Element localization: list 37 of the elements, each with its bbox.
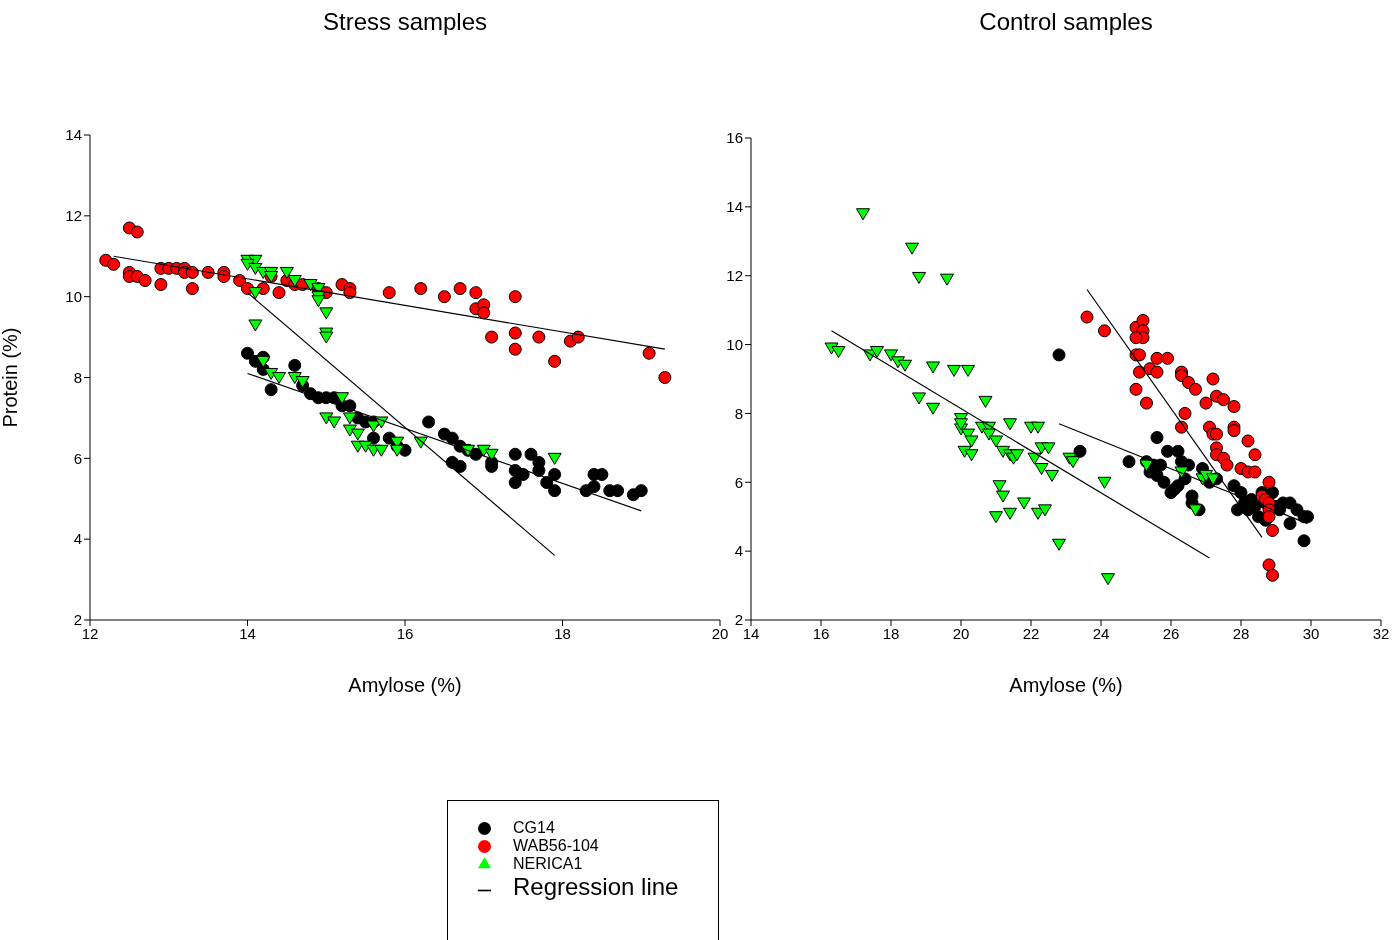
x-tick-label: 32: [1372, 624, 1390, 642]
chart-title: Stress samples: [321, 8, 489, 36]
y-tick-label: 10: [65, 287, 82, 305]
x-tick-label: 18: [882, 624, 900, 642]
y-tick-label: 6: [734, 473, 743, 491]
y-tick-label: 16: [726, 129, 743, 147]
y-tick-label: 8: [73, 368, 82, 386]
y-tick-label: 2: [734, 611, 743, 629]
x-tick-label: 22: [1022, 624, 1040, 642]
y-tick-label: 12: [65, 207, 82, 225]
y-axis-title: Protein (%): [0, 327, 22, 428]
x-tick-label: 16: [812, 624, 830, 642]
y-tick-label: 4: [73, 530, 82, 548]
y-tick-label: 8: [734, 404, 743, 422]
x-tick-label: 14: [239, 624, 256, 642]
y-tick-label: 10: [726, 335, 743, 353]
x-tick-label: 20: [711, 624, 729, 642]
legend-label: NERICA1: [513, 855, 583, 872]
x-tick-label: 30: [1302, 624, 1320, 642]
y-tick-label: 14: [726, 198, 743, 216]
x-axis-title: Amylose (%): [1009, 674, 1123, 697]
x-tick-label: 24: [1092, 624, 1110, 642]
x-tick-label: 16: [396, 624, 414, 642]
y-tick-label: 4: [734, 542, 743, 560]
x-tick-label: 28: [1232, 624, 1250, 642]
y-tick-label: 12: [726, 267, 743, 285]
x-tick-label: 20: [952, 624, 970, 642]
y-tick-label: 2: [73, 611, 82, 629]
chart-title: Control samples: [978, 8, 1154, 36]
x-tick-label: 18: [554, 624, 571, 642]
x-axis-title: Amylose (%): [348, 674, 462, 697]
legend-label: WAB56-104: [513, 837, 599, 854]
legend-label: CG14: [513, 819, 555, 836]
legend-label: Regression line: [513, 873, 679, 900]
x-tick-label: 26: [1162, 624, 1180, 642]
y-tick-label: 14: [65, 126, 82, 144]
y-tick-label: 6: [73, 449, 82, 467]
